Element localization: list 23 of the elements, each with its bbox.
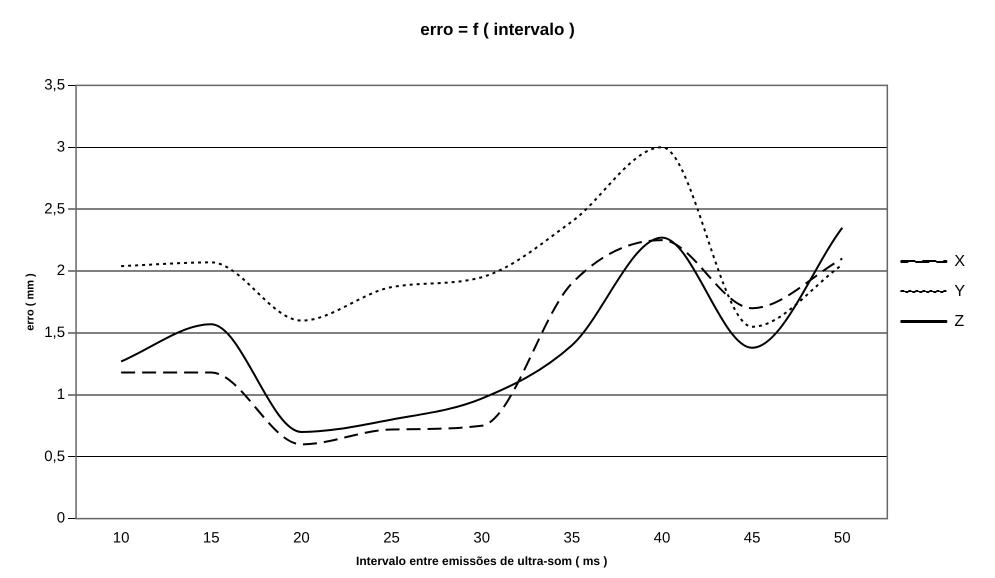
y-tick-label: 0,5 [44, 448, 66, 465]
x-tick-label: 35 [563, 530, 580, 547]
y-axis-title: erro ( mm ) [24, 272, 37, 331]
y-tick-label: 1 [56, 386, 66, 403]
x-tick-label: 15 [202, 530, 220, 547]
chart-title: erro = f ( intervalo ) [420, 20, 575, 39]
legend-label: Y [954, 282, 966, 300]
x-tick-label: 10 [112, 530, 130, 547]
y-tick-label: 0 [56, 510, 66, 527]
x-tick-label: 25 [383, 530, 400, 547]
y-tick-label: 1,5 [44, 324, 66, 342]
y-tick-label: 3,5 [44, 76, 66, 94]
y-tick-label: 2,5 [44, 200, 66, 218]
x-tick-label: 40 [654, 530, 670, 547]
x-tick-label: 50 [834, 530, 851, 547]
x-tick-label: 20 [293, 530, 310, 547]
x-axis-title: Intervalo entre emissões de ultra-som ( ms ) [356, 554, 608, 568]
y-tick-label: 3 [56, 138, 66, 156]
legend-label: Z [954, 312, 964, 330]
y-tick-label: 2 [56, 262, 66, 280]
legend-label: X [954, 252, 966, 270]
x-tick-label: 45 [744, 530, 760, 547]
x-tick-label: 30 [473, 530, 490, 547]
